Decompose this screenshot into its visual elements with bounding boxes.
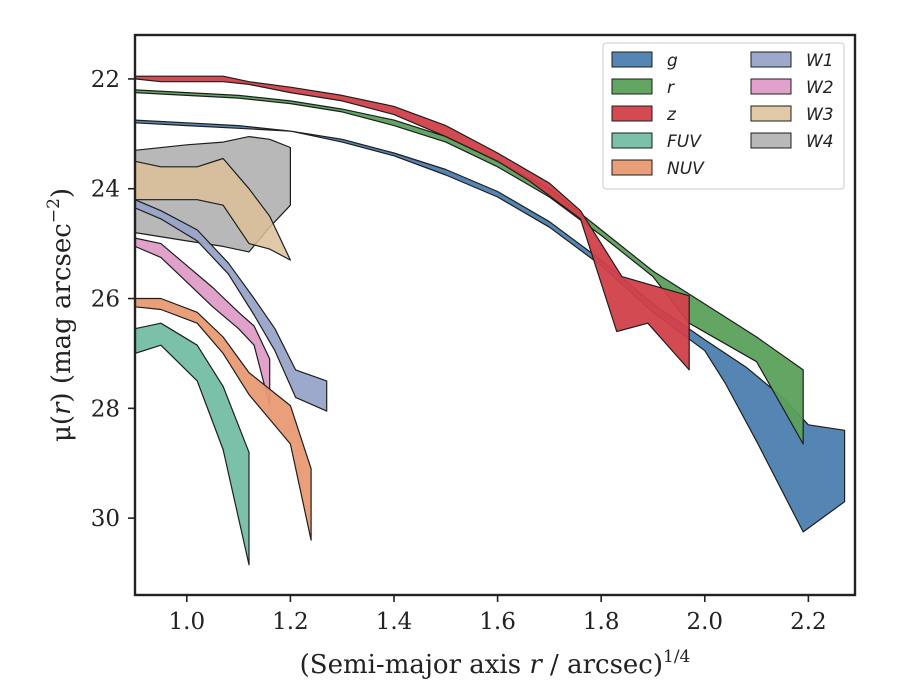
legend-label-w1: W1 — [806, 51, 834, 71]
legend-label-nuv: NUV — [667, 159, 705, 179]
legend-swatch-w1 — [750, 51, 792, 68]
band-w3 — [135, 157, 291, 261]
legend-label-w3: W3 — [806, 105, 834, 125]
legend: grz FUV NUV W1 W2 W3 W4 — [602, 42, 845, 190]
legend-swatch-w3 — [750, 105, 792, 122]
band-fuv — [135, 322, 250, 566]
band-nuv — [135, 297, 312, 541]
legend-label-r: r — [667, 78, 675, 98]
legend-label-fuv: FUV — [667, 132, 702, 152]
band-w1 — [135, 199, 328, 412]
x-axis-label: (Semi-major axis r / arcsec)1/4 — [300, 647, 691, 680]
y-tick-label: 22 — [91, 67, 120, 93]
y-tick-label: 26 — [91, 287, 120, 313]
band-g — [135, 119, 846, 533]
y-tick-label: 24 — [91, 177, 120, 203]
x-tick-label: 1.0 — [169, 609, 206, 635]
x-tick-label: 2.0 — [686, 609, 723, 635]
x-tick-label: 2.2 — [790, 609, 827, 635]
x-tick-label: 1.8 — [583, 609, 620, 635]
legend-swatch-z — [611, 105, 653, 122]
legend-label-w2: W2 — [806, 78, 834, 98]
x-tick-label: 1.2 — [272, 609, 309, 635]
legend-label-z: z — [666, 105, 677, 125]
legend-swatch-g — [611, 51, 653, 68]
x-tick-label: 1.4 — [376, 609, 413, 635]
y-axis-label: μ(r) (mag arcsec−2) — [44, 188, 77, 442]
legend-swatch-nuv — [611, 159, 653, 176]
y-tick-label: 28 — [91, 396, 120, 422]
y-tick-label: 30 — [91, 506, 120, 532]
band-r — [135, 89, 804, 445]
ticks-layer: 1.0 1.2 1.4 1.6 1.8 2.0 2.2 22 24 26 28 30 — [91, 67, 827, 635]
legend-swatch-w4 — [750, 132, 792, 149]
band-z — [135, 75, 690, 371]
legend-label-g: g — [667, 51, 678, 71]
plot-frame — [133, 33, 857, 597]
legend-label-w4: W4 — [806, 132, 834, 152]
bands-layer — [135, 75, 846, 566]
x-tick-label: 1.6 — [479, 609, 516, 635]
legend-swatch-w2 — [750, 78, 792, 95]
legend-swatch-r — [611, 78, 653, 95]
legend-swatch-fuv — [611, 132, 653, 149]
